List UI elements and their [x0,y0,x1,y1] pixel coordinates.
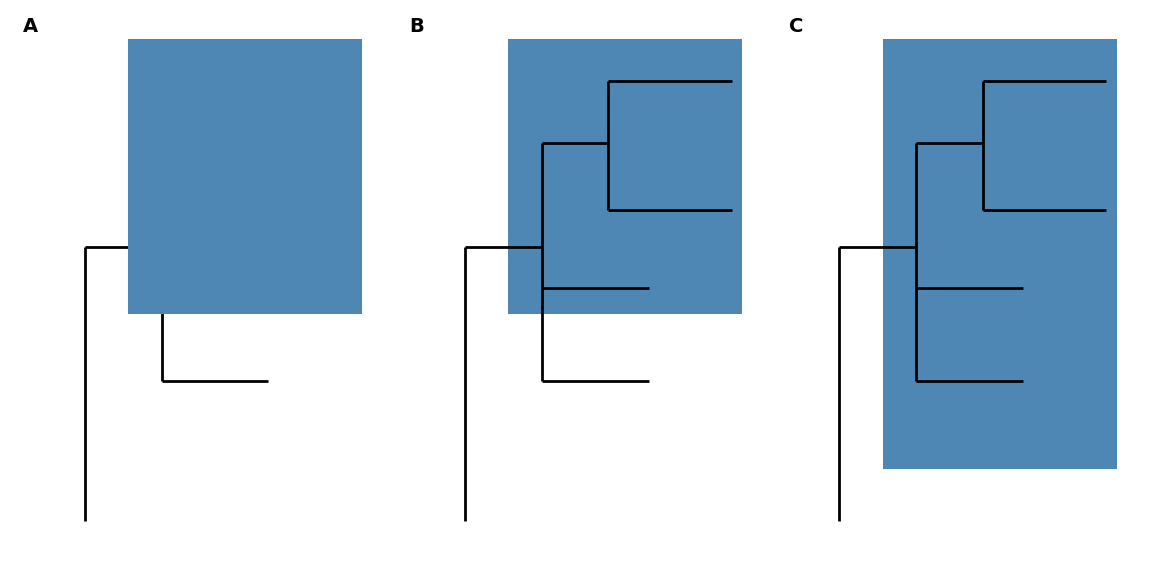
Bar [508,39,742,314]
Bar [128,39,362,314]
Bar [882,39,1116,469]
Text: C: C [789,17,803,36]
Text: A: A [23,17,38,36]
Text: B: B [409,17,424,36]
